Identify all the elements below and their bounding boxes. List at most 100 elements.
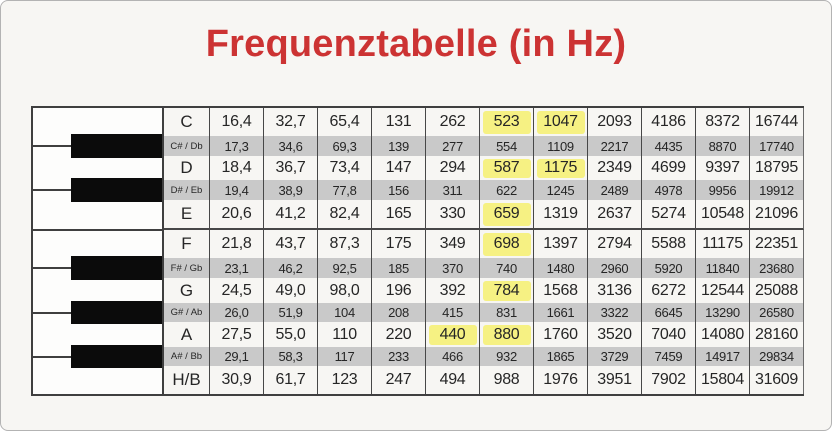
cell-value: 26580 — [759, 305, 794, 320]
note-cell: D — [164, 156, 210, 180]
cell-value: 2489 — [600, 182, 629, 198]
freq-cell: 311 — [426, 180, 480, 200]
cell-value: 5274 — [651, 205, 686, 222]
freq-cell: 2093 — [588, 108, 642, 136]
freq-cell: 29834 — [750, 347, 804, 366]
cell-value: 415 — [442, 305, 463, 320]
freq-cell: 58,3 — [264, 347, 318, 366]
black-key — [71, 301, 162, 324]
freq-cell: 46,2 — [264, 258, 318, 278]
cell-value: 2960 — [600, 260, 629, 276]
cell-value: 14917 — [705, 349, 740, 364]
cell-value: 3520 — [597, 325, 632, 343]
cell-value: 49,0 — [275, 281, 306, 299]
freq-cell: 2217 — [588, 136, 642, 156]
freq-cell: 43,7 — [264, 230, 318, 258]
cell-value: 1760 — [543, 325, 578, 343]
cell-value: 8372 — [705, 113, 740, 130]
cell-value: 65,4 — [329, 113, 360, 130]
freq-cell: 1109 — [534, 136, 588, 156]
cell-value: 23680 — [759, 260, 794, 276]
cell-value: 831 — [496, 305, 517, 320]
cell-value: 23,1 — [224, 260, 249, 276]
note-cell: A# / Bb — [164, 347, 210, 366]
cell-value: G — [179, 280, 194, 300]
cell-value: 3322 — [600, 305, 629, 320]
cell-value: 14080 — [701, 325, 744, 343]
freq-cell: 18795 — [750, 156, 804, 180]
cell-value: 7902 — [651, 371, 686, 388]
freq-cell: 55,0 — [264, 322, 318, 347]
cell-value: 370 — [442, 260, 463, 276]
freq-cell: 12544 — [696, 278, 750, 303]
note-cell: D# / Eb — [164, 180, 210, 200]
cell-value: 12544 — [701, 281, 744, 299]
cell-value: 165 — [385, 205, 412, 222]
highlighted-value: 1175 — [536, 158, 585, 178]
freq-cell: 1865 — [534, 347, 588, 366]
freq-cell: 4435 — [642, 136, 696, 156]
freq-cell: 23680 — [750, 258, 804, 278]
freq-cell: 165 — [372, 200, 426, 230]
cell-value: 175 — [385, 235, 412, 252]
cell-value: 61,7 — [275, 371, 306, 388]
freq-cell: 1568 — [534, 278, 588, 303]
cell-value: 3136 — [597, 281, 632, 299]
freq-cell: 1480 — [534, 258, 588, 278]
freq-cell: 31609 — [750, 366, 804, 394]
cell-value: 220 — [385, 325, 412, 343]
cell-value: D# / Eb — [170, 184, 203, 196]
cell-value: 32,7 — [275, 113, 306, 130]
freq-cell: 4699 — [642, 156, 696, 180]
cell-value: 233 — [388, 349, 409, 364]
freq-cell: 21,8 — [210, 230, 264, 258]
cell-value: 392 — [439, 281, 466, 299]
cell-value: 17,3 — [224, 138, 249, 154]
freq-cell: 2960 — [588, 258, 642, 278]
freq-cell: 208 — [372, 303, 426, 322]
cell-value: E — [180, 204, 193, 223]
black-key — [71, 178, 162, 202]
cell-value: 36,7 — [275, 159, 306, 176]
cell-value: 2349 — [597, 159, 632, 176]
freq-cell: 21096 — [750, 200, 804, 230]
cell-value: 622 — [496, 182, 517, 198]
cell-value: 1661 — [546, 305, 575, 320]
freq-cell: 65,4 — [318, 108, 372, 136]
cell-value: 6645 — [654, 305, 683, 320]
cell-value: 20,6 — [221, 205, 252, 222]
freq-cell: 30,9 — [210, 366, 264, 394]
freq-cell: 139 — [372, 136, 426, 156]
cell-value: 554 — [496, 138, 517, 154]
freq-cell: 2794 — [588, 230, 642, 258]
freq-cell: 220 — [372, 322, 426, 347]
cell-value: 1245 — [546, 182, 575, 198]
white-key-divider — [33, 189, 71, 191]
cell-value: 2217 — [600, 138, 629, 154]
freq-cell: 1397 — [534, 230, 588, 258]
freq-cell: 4186 — [642, 108, 696, 136]
note-cell: H/B — [164, 366, 210, 394]
freq-cell: 1661 — [534, 303, 588, 322]
freq-cell: 659 — [480, 200, 534, 230]
cell-value: 294 — [439, 159, 466, 176]
cell-value: 29,1 — [224, 349, 249, 364]
cell-value: A# / Bb — [170, 351, 203, 362]
note-cell: A — [164, 322, 210, 347]
freq-cell: 32,7 — [264, 108, 318, 136]
freq-cell: 19912 — [750, 180, 804, 200]
freq-cell: 36,7 — [264, 156, 318, 180]
cell-value: 28160 — [755, 325, 798, 343]
freq-cell: 110 — [318, 322, 372, 347]
freq-cell: 18,4 — [210, 156, 264, 180]
freq-cell: 28160 — [750, 322, 804, 347]
freq-cell: 73,4 — [318, 156, 372, 180]
black-key — [71, 345, 162, 368]
cell-value: 41,2 — [275, 205, 306, 222]
freq-cell: 5920 — [642, 258, 696, 278]
freq-cell: 82,4 — [318, 200, 372, 230]
freq-cell: 1760 — [534, 322, 588, 347]
cell-value: 31609 — [755, 371, 798, 388]
freq-cell: 87,3 — [318, 230, 372, 258]
